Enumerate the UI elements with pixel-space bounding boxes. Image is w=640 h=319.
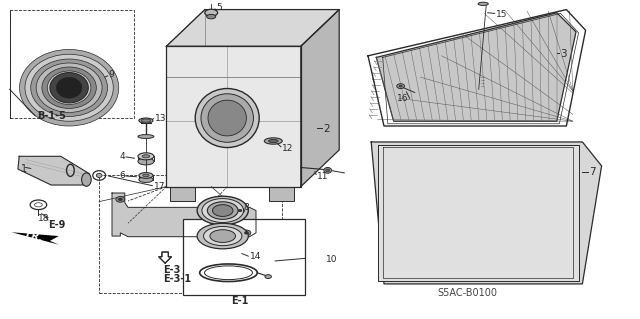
- Ellipse shape: [197, 196, 248, 225]
- Text: FR.: FR.: [23, 228, 44, 244]
- Bar: [99, 175, 282, 293]
- Text: 1: 1: [21, 164, 28, 174]
- Ellipse shape: [138, 153, 154, 160]
- Polygon shape: [378, 145, 579, 281]
- Polygon shape: [12, 232, 59, 245]
- Ellipse shape: [195, 89, 259, 147]
- Ellipse shape: [201, 94, 253, 142]
- Ellipse shape: [25, 54, 113, 121]
- Polygon shape: [18, 156, 90, 185]
- Ellipse shape: [265, 275, 271, 278]
- Text: 2: 2: [323, 124, 330, 134]
- Ellipse shape: [142, 155, 150, 158]
- Polygon shape: [269, 187, 294, 201]
- Text: E-3: E-3: [163, 264, 180, 275]
- Ellipse shape: [326, 169, 330, 172]
- Ellipse shape: [138, 158, 154, 165]
- Text: 15: 15: [496, 10, 508, 19]
- Text: 16: 16: [397, 94, 408, 103]
- Text: 10: 10: [326, 256, 338, 264]
- Text: 8: 8: [243, 203, 249, 212]
- Bar: [10, 10, 134, 118]
- Text: E-9: E-9: [48, 220, 65, 230]
- Text: 3: 3: [560, 49, 566, 59]
- Ellipse shape: [399, 85, 403, 87]
- Text: 12: 12: [282, 144, 293, 152]
- Text: 5: 5: [216, 4, 222, 12]
- Ellipse shape: [50, 73, 88, 103]
- Text: 14: 14: [250, 252, 261, 261]
- Ellipse shape: [31, 59, 108, 116]
- Ellipse shape: [42, 67, 97, 108]
- Polygon shape: [371, 142, 602, 284]
- Ellipse shape: [143, 174, 149, 177]
- Text: 9: 9: [109, 70, 115, 79]
- Ellipse shape: [478, 2, 488, 5]
- Ellipse shape: [242, 230, 251, 236]
- Ellipse shape: [197, 223, 248, 249]
- Polygon shape: [166, 46, 301, 187]
- Ellipse shape: [210, 230, 236, 242]
- Text: E-3-1: E-3-1: [163, 274, 191, 284]
- Ellipse shape: [202, 198, 243, 223]
- Ellipse shape: [264, 138, 282, 144]
- Text: S5AC-B0100: S5AC-B0100: [437, 288, 497, 299]
- Ellipse shape: [53, 75, 85, 100]
- Ellipse shape: [118, 198, 122, 201]
- Ellipse shape: [82, 173, 92, 186]
- Ellipse shape: [212, 205, 233, 217]
- Text: 13: 13: [155, 114, 166, 122]
- Polygon shape: [376, 13, 576, 121]
- Polygon shape: [166, 10, 339, 46]
- Ellipse shape: [139, 173, 153, 178]
- Ellipse shape: [139, 177, 153, 182]
- Ellipse shape: [204, 226, 242, 246]
- Polygon shape: [112, 193, 256, 237]
- Ellipse shape: [47, 71, 91, 105]
- Text: 4: 4: [119, 152, 125, 161]
- Ellipse shape: [324, 167, 332, 173]
- Text: 18: 18: [38, 214, 50, 223]
- Ellipse shape: [208, 100, 246, 136]
- Ellipse shape: [36, 63, 102, 113]
- Text: 6: 6: [119, 171, 125, 180]
- Ellipse shape: [138, 135, 154, 138]
- Polygon shape: [159, 252, 172, 263]
- Ellipse shape: [116, 197, 125, 202]
- Text: B-1-5: B-1-5: [37, 111, 66, 122]
- Ellipse shape: [238, 209, 242, 212]
- Ellipse shape: [139, 118, 153, 123]
- Ellipse shape: [207, 14, 216, 19]
- Ellipse shape: [244, 232, 248, 234]
- Text: E-1: E-1: [231, 296, 249, 307]
- Ellipse shape: [56, 77, 82, 98]
- Ellipse shape: [269, 139, 278, 143]
- Polygon shape: [301, 10, 339, 187]
- Ellipse shape: [97, 174, 102, 177]
- Text: 17: 17: [154, 182, 165, 191]
- Text: 11: 11: [317, 172, 328, 181]
- Ellipse shape: [20, 49, 119, 126]
- Ellipse shape: [205, 9, 218, 16]
- Ellipse shape: [207, 202, 238, 219]
- Bar: [183, 219, 305, 295]
- Text: 7: 7: [589, 167, 595, 177]
- Ellipse shape: [397, 84, 404, 89]
- Ellipse shape: [141, 119, 151, 122]
- Polygon shape: [170, 187, 195, 201]
- Ellipse shape: [236, 208, 244, 213]
